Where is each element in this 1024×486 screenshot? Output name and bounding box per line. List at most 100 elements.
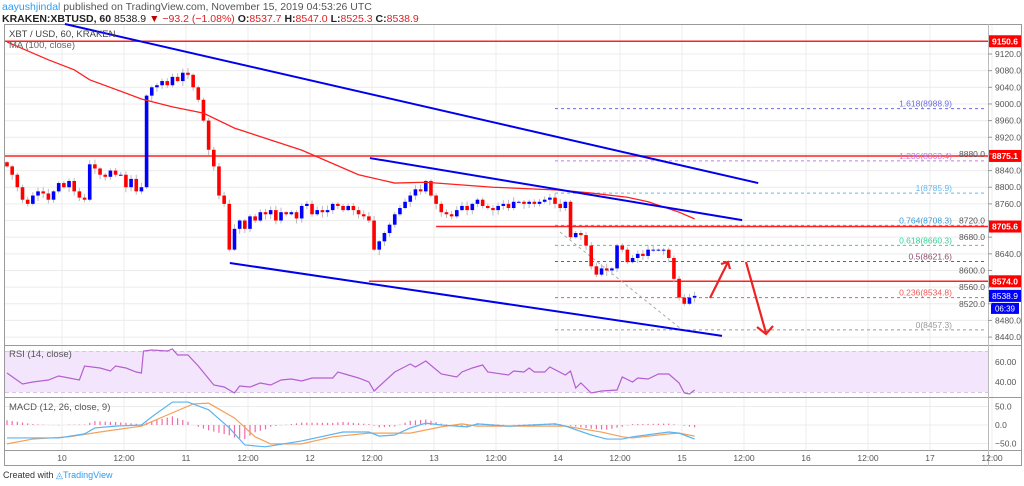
time-tick-label: 17 (925, 453, 935, 463)
current-price-label: 8538.9 (992, 291, 1018, 301)
candle-up (248, 216, 252, 229)
candle-up (36, 191, 40, 196)
candle-down (677, 278, 681, 298)
forecast-arrows (709, 260, 774, 336)
candle-down (434, 195, 438, 204)
price-tick-label: 8760.0 (995, 199, 1021, 209)
trendlines[interactable] (64, 23, 759, 337)
fib-level-label: 1.236(8863.4) (899, 151, 952, 161)
candle-down (191, 74, 195, 88)
candle-up (149, 87, 154, 96)
fib-level-label: 1(8785.9) (916, 183, 953, 193)
candle-up (118, 174, 123, 176)
candle-up (460, 205, 464, 211)
candle-up (129, 178, 133, 188)
low-value: 8525.3 (340, 13, 373, 25)
time-tick-label: 15 (677, 453, 687, 463)
candle-down (491, 208, 495, 211)
price-tick-label: 8440.0 (995, 332, 1021, 342)
candle-down (113, 170, 118, 175)
candle-down (558, 203, 562, 209)
fib-level-label: 0.618(8660.3) (899, 235, 952, 245)
rsi-tick-label: 60.00 (995, 357, 1017, 367)
candle-up (635, 253, 640, 258)
candle-down (480, 199, 485, 206)
candle-up (423, 180, 428, 192)
candle-down (604, 268, 609, 271)
candle-down (429, 180, 433, 196)
macd-legend: MACD (12, 26, close, 9) (9, 402, 110, 413)
candle-up (180, 72, 185, 82)
candle-down (672, 257, 676, 279)
candle-up (398, 208, 402, 215)
countdown-box (991, 302, 1019, 314)
candle-down (217, 166, 221, 196)
candle-down (356, 210, 361, 215)
grid (5, 24, 993, 450)
candle-up (56, 183, 61, 192)
macd-tick-label: 0.0 (995, 420, 1007, 430)
time-tick-label: 10 (57, 453, 67, 463)
candle-down (20, 187, 25, 200)
fib-trend-line (559, 231, 681, 329)
candle-down (227, 203, 232, 250)
price-tick-label: 8920.0 (995, 132, 1021, 142)
candle-up (615, 245, 619, 269)
level-price-label: 9150.6 (992, 36, 1018, 46)
candle-down (72, 180, 77, 192)
candle-down (594, 266, 599, 275)
tradingview-link[interactable]: TradingView (62, 470, 113, 480)
price-change: −93.2 (−1.08%) (162, 13, 235, 25)
fib-retracement[interactable]: 1.618(8988.9) 1.236(8863.4) 1(8785.9) 0.764… (555, 99, 987, 331)
time-tick-label: 13 (429, 453, 439, 463)
candle-down (222, 195, 226, 204)
candle-down (522, 201, 526, 204)
rsi-pane (6, 348, 695, 395)
arrow-down-head (756, 325, 774, 336)
candle-down (486, 205, 490, 209)
time-tick-label: 16 (801, 453, 811, 463)
candle-down (641, 253, 645, 256)
macd-pane (6, 401, 696, 448)
macd-signal-line (6, 402, 695, 445)
candle-down (294, 212, 299, 219)
author-link[interactable]: aayushjindal (2, 1, 61, 13)
candle-down (439, 203, 444, 213)
time-tick-label: 12:00 (237, 453, 259, 463)
price-tick-label: 9040.0 (995, 82, 1021, 92)
candle-down (175, 76, 180, 82)
price-tick-label: 8800.0 (995, 182, 1021, 192)
candle-up (501, 203, 506, 206)
candle-up (346, 205, 351, 211)
candle-down (201, 99, 206, 121)
rsi-line (6, 348, 695, 395)
candle-up (542, 199, 547, 202)
macd-tick-label: 50.0 (995, 402, 1012, 412)
time-tick-label: 12:00 (113, 453, 135, 463)
candle-down (62, 183, 66, 188)
candle-down (25, 199, 30, 204)
candle-up (299, 205, 304, 219)
arrow-up-head (720, 260, 732, 270)
candle-down (124, 174, 128, 188)
candle-up (155, 85, 159, 88)
candle-up (403, 201, 407, 209)
candle-up (413, 189, 418, 196)
candle-up (382, 233, 387, 242)
candle-down (82, 197, 87, 200)
candle-down (579, 233, 583, 236)
price-tick-label: 8560.0 (959, 282, 985, 292)
candle-down (584, 235, 588, 246)
candle-up (170, 76, 175, 86)
chart-frame (4, 24, 1022, 466)
footer: Created with ◬TradingView (3, 470, 113, 481)
current-price-box (989, 289, 1021, 302)
candle-down (465, 205, 469, 211)
high-label: H: (284, 13, 296, 25)
candle-down (418, 189, 423, 192)
close-label: C: (375, 13, 387, 25)
candle-up (511, 201, 516, 209)
candle-down (320, 210, 325, 213)
axis-ticks: 9120.0 9080.0 9040.0 9000.0 8960.0 8920.0 8880… (57, 49, 1021, 463)
